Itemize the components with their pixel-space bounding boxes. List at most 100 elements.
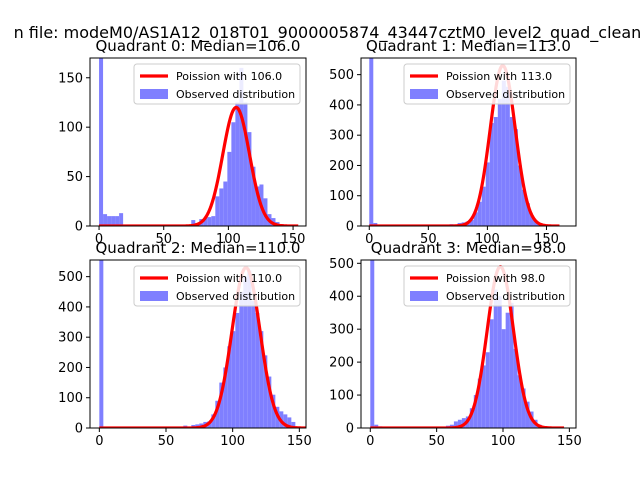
histogram-bar xyxy=(509,302,514,428)
y-tick-label: 200 xyxy=(329,356,354,371)
y-tick-label: 0 xyxy=(346,422,354,437)
histogram-bar xyxy=(501,80,506,226)
subplot-0: 0 50 100 150 0 50 100 150 Quadrant 0: Median=106… xyxy=(58,37,307,247)
histogram-bar xyxy=(525,401,530,428)
histogram-bar xyxy=(469,408,474,428)
y-tick-label: 0 xyxy=(75,422,83,437)
axes-frame xyxy=(360,57,577,227)
histogram-bar xyxy=(107,216,112,226)
histogram-bar xyxy=(211,216,216,226)
subplots: 0 50 100 150 0 50 100 150 Quadrant 0: Median=106… xyxy=(58,37,582,449)
histogram-bar xyxy=(219,382,224,428)
histogram-bar xyxy=(370,260,375,428)
histogram-bar xyxy=(111,216,116,226)
y-tick-label: 200 xyxy=(329,159,354,174)
histogram-bar xyxy=(227,346,232,428)
histogram-bar xyxy=(453,421,458,428)
histogram-bar xyxy=(513,129,518,226)
histogram-bar xyxy=(529,215,534,226)
histogram-bar xyxy=(481,186,486,226)
histogram-bars xyxy=(369,58,551,226)
legend: Poission with 113.0 Observed distribution xyxy=(403,63,571,105)
y-tick-label: 400 xyxy=(58,300,83,315)
histogram-bar xyxy=(477,201,482,226)
legend-bar-label: Observed distribution xyxy=(176,88,295,101)
histogram-bar xyxy=(243,276,248,428)
histogram-bar xyxy=(521,189,526,226)
x-tick-label: 50 xyxy=(428,434,445,449)
histogram-bar xyxy=(497,296,502,428)
histogram-bar xyxy=(267,376,272,428)
histogram-bar xyxy=(509,117,514,226)
histogram-bar xyxy=(485,162,490,226)
x-tick-label: 150 xyxy=(534,232,559,247)
histogram-bar xyxy=(473,212,478,226)
subplot-1: 0 50 100 150 0 100 200 300 400 500 Quadrant 1: Med… xyxy=(329,37,577,247)
histogram-bar xyxy=(99,260,104,428)
poisson-curve xyxy=(98,265,306,428)
histogram-bar xyxy=(223,367,228,428)
poisson-curve xyxy=(98,105,300,226)
histogram-bar xyxy=(469,219,474,226)
histogram-bar xyxy=(115,216,120,226)
histogram-bar xyxy=(235,102,240,226)
subplot-title: Quadrant 1: Median=113.0 xyxy=(366,37,571,55)
y-tick-label: 100 xyxy=(329,189,354,204)
legend: Poission with 106.0 Observed distribution xyxy=(133,63,301,105)
histogram-bar xyxy=(239,67,244,226)
histogram-bar xyxy=(247,132,252,226)
y-tick-label: 200 xyxy=(58,361,83,376)
legend-bar-swatch xyxy=(140,291,168,301)
histogram-bar xyxy=(369,58,374,226)
axes-frame xyxy=(89,259,307,429)
histogram-bar xyxy=(525,203,530,226)
x-tick-label: 0 xyxy=(95,434,103,449)
histogram-bar xyxy=(485,352,490,428)
histogram-bar xyxy=(103,214,108,226)
histogram-bar xyxy=(493,117,498,226)
x-tick-label: 150 xyxy=(281,232,306,247)
y-tick-label: 400 xyxy=(329,98,354,113)
poisson-curve xyxy=(369,264,565,428)
histogram-bar xyxy=(505,86,510,226)
x-tick-label: 0 xyxy=(366,434,374,449)
y-tick-label: 0 xyxy=(75,220,83,235)
histogram-bar xyxy=(521,388,526,428)
histogram-bar xyxy=(243,102,248,226)
histogram-bar xyxy=(211,414,216,428)
histogram-bar xyxy=(203,218,208,226)
histogram-bar xyxy=(215,196,220,226)
x-tick-label: 100 xyxy=(216,232,241,247)
histogram-bar xyxy=(477,378,482,428)
histogram-bar xyxy=(207,217,212,226)
histogram-bar xyxy=(457,419,462,428)
axes-frame xyxy=(360,259,577,429)
histogram-bar xyxy=(517,375,522,428)
y-tick-label: 500 xyxy=(329,257,354,272)
y-tick-label: 50 xyxy=(66,170,83,185)
y-tick-label: 0 xyxy=(346,220,354,235)
y-tick-label: 300 xyxy=(329,129,354,144)
histogram-bar xyxy=(191,220,196,226)
histogram-bar xyxy=(517,165,522,226)
histogram-bar xyxy=(219,188,224,226)
legend-line-label: Poission with 106.0 xyxy=(176,70,282,83)
histogram-bar xyxy=(493,289,498,428)
axes-frame xyxy=(89,57,307,227)
legend: Poission with 110.0 Observed distribution xyxy=(133,265,301,307)
histogram-bar xyxy=(99,58,104,226)
legend-line-label: Poission with 98.0 xyxy=(446,272,545,285)
y-tick-label: 100 xyxy=(58,121,83,136)
histogram-bar xyxy=(235,312,240,428)
histogram-bar xyxy=(533,221,538,226)
y-tick-label: 100 xyxy=(329,389,354,404)
histogram-bar xyxy=(255,186,260,226)
legend-bar-swatch xyxy=(410,89,438,99)
histogram-bar xyxy=(374,424,379,428)
legend-line-label: Poission with 110.0 xyxy=(176,272,282,285)
poisson-curve xyxy=(368,64,561,226)
histogram-bar xyxy=(287,417,292,428)
legend-box xyxy=(403,63,571,105)
x-tick-label: 50 xyxy=(155,232,172,247)
